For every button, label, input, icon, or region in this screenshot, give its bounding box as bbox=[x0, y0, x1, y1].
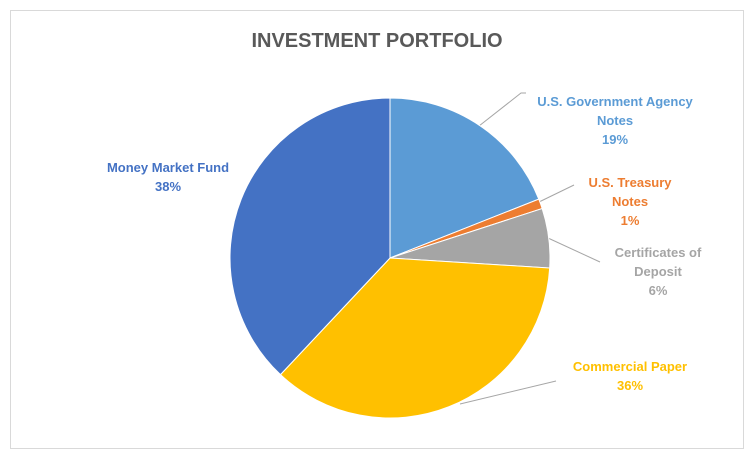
leader-lines bbox=[459, 92, 601, 405]
value-label: 1% bbox=[620, 213, 640, 228]
category-label: U.S. Treasury Notes bbox=[588, 175, 672, 209]
value-label: 36% bbox=[616, 378, 644, 393]
category-label: Certificates of Deposit bbox=[614, 245, 702, 279]
pie-slice bbox=[279, 257, 551, 419]
leader-line bbox=[547, 237, 601, 263]
category-label: Commercial Paper bbox=[572, 359, 688, 374]
data-label: U.S. Treasury Notes 1% bbox=[570, 173, 690, 230]
value-label: 19% bbox=[601, 132, 629, 147]
data-label: U.S. Government Agency Notes 19% bbox=[525, 92, 705, 149]
pie-slice bbox=[229, 97, 391, 376]
leader-line bbox=[538, 184, 575, 203]
value-label: 38% bbox=[154, 179, 182, 194]
chart-title: INVESTMENT PORTFOLIO bbox=[251, 30, 503, 52]
pie-slice bbox=[389, 97, 540, 259]
category-label: Money Market Fund bbox=[106, 160, 230, 175]
data-label: Certificates of Deposit 6% bbox=[598, 243, 718, 300]
category-label: U.S. Government Agency Notes bbox=[537, 94, 693, 128]
data-label: Money Market Fund 38% bbox=[103, 158, 233, 196]
leader-line bbox=[478, 92, 526, 127]
value-label: 6% bbox=[648, 283, 668, 298]
data-label: Commercial Paper 36% bbox=[560, 357, 700, 395]
leader-line bbox=[459, 380, 557, 405]
